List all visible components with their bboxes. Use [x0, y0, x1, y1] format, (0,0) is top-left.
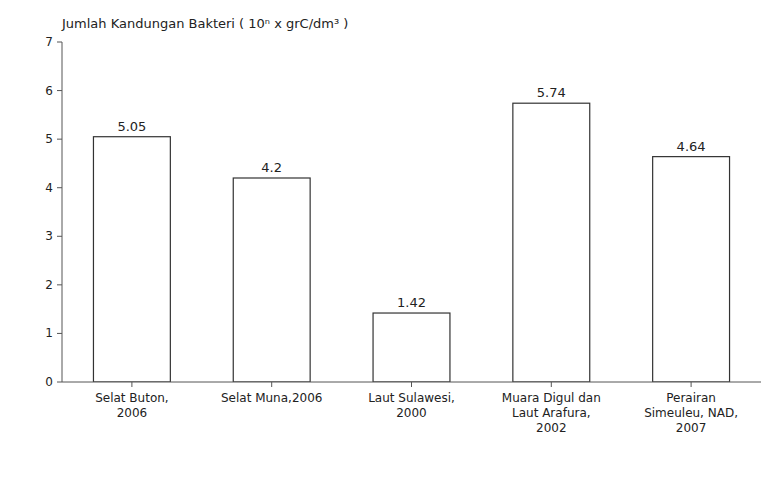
x-tick-label: Muara Digul danLaut Arafura,2002	[502, 391, 601, 435]
x-tick-label: PerairanSimeuleu, NAD,2007	[644, 391, 738, 435]
x-tick-label: Selat Muna,2006	[221, 391, 322, 405]
y-axis-label: Jumlah Kandungan Bakteri ( 10ⁿ x grC/dm³…	[61, 16, 348, 31]
x-tick-label-line: Perairan	[666, 391, 716, 405]
y-tick	[57, 42, 62, 43]
y-tick-label: 0	[45, 375, 53, 389]
y-tick-label: 3	[45, 229, 53, 243]
y-tick	[57, 139, 62, 140]
x-tick-label-line: 2006	[117, 406, 148, 420]
y-tick-label: 5	[45, 132, 53, 146]
chart: Jumlah Kandungan Bakteri ( 10ⁿ x grC/dm³…	[0, 0, 781, 478]
bar	[373, 313, 450, 382]
y-tick	[57, 382, 62, 383]
chart-container: Jumlah Kandungan Bakteri ( 10ⁿ x grC/dm³…	[0, 0, 781, 478]
data-label: 4.2	[261, 160, 282, 175]
x-tick-label-line: Simeuleu, NAD,	[644, 406, 738, 420]
x-tick-label-line: Selat Muna,2006	[221, 391, 322, 405]
bar	[653, 157, 730, 382]
x-tick-label-line: Muara Digul dan	[502, 391, 601, 405]
x-tick-label: Selat Buton,2006	[95, 391, 169, 420]
y-tick-label: 7	[45, 35, 53, 49]
data-label: 5.74	[537, 85, 566, 100]
x-tick	[691, 382, 692, 387]
y-tick-label: 2	[45, 278, 53, 292]
x-tick-label-line: 2002	[536, 421, 567, 435]
x-tick	[411, 382, 412, 387]
y-tick-label: 4	[45, 181, 53, 195]
y-tick	[57, 187, 62, 188]
x-tick-label-line: Laut Sulawesi,	[368, 391, 455, 405]
y-tick	[57, 333, 62, 334]
data-label: 1.42	[397, 295, 426, 310]
y-tick	[57, 236, 62, 237]
y-tick	[57, 90, 62, 91]
x-tick	[271, 382, 272, 387]
bar	[93, 137, 170, 382]
bars	[93, 103, 729, 382]
y-tick-label: 1	[45, 326, 53, 340]
x-tick	[131, 382, 132, 387]
bar	[233, 178, 310, 382]
data-label: 5.05	[117, 119, 146, 134]
x-tick-label: Laut Sulawesi,2000	[368, 391, 455, 420]
bar	[513, 103, 590, 382]
data-label: 4.64	[677, 139, 706, 154]
y-axis-line	[62, 42, 63, 382]
x-tick-label-line: 2000	[396, 406, 427, 420]
x-tick	[551, 382, 552, 387]
x-tick-label-line: Selat Buton,	[95, 391, 169, 405]
x-tick-label-line: 2007	[676, 421, 707, 435]
x-tick-label-line: Laut Arafura,	[512, 406, 591, 420]
y-tick	[57, 284, 62, 285]
y-tick-label: 6	[45, 84, 53, 98]
